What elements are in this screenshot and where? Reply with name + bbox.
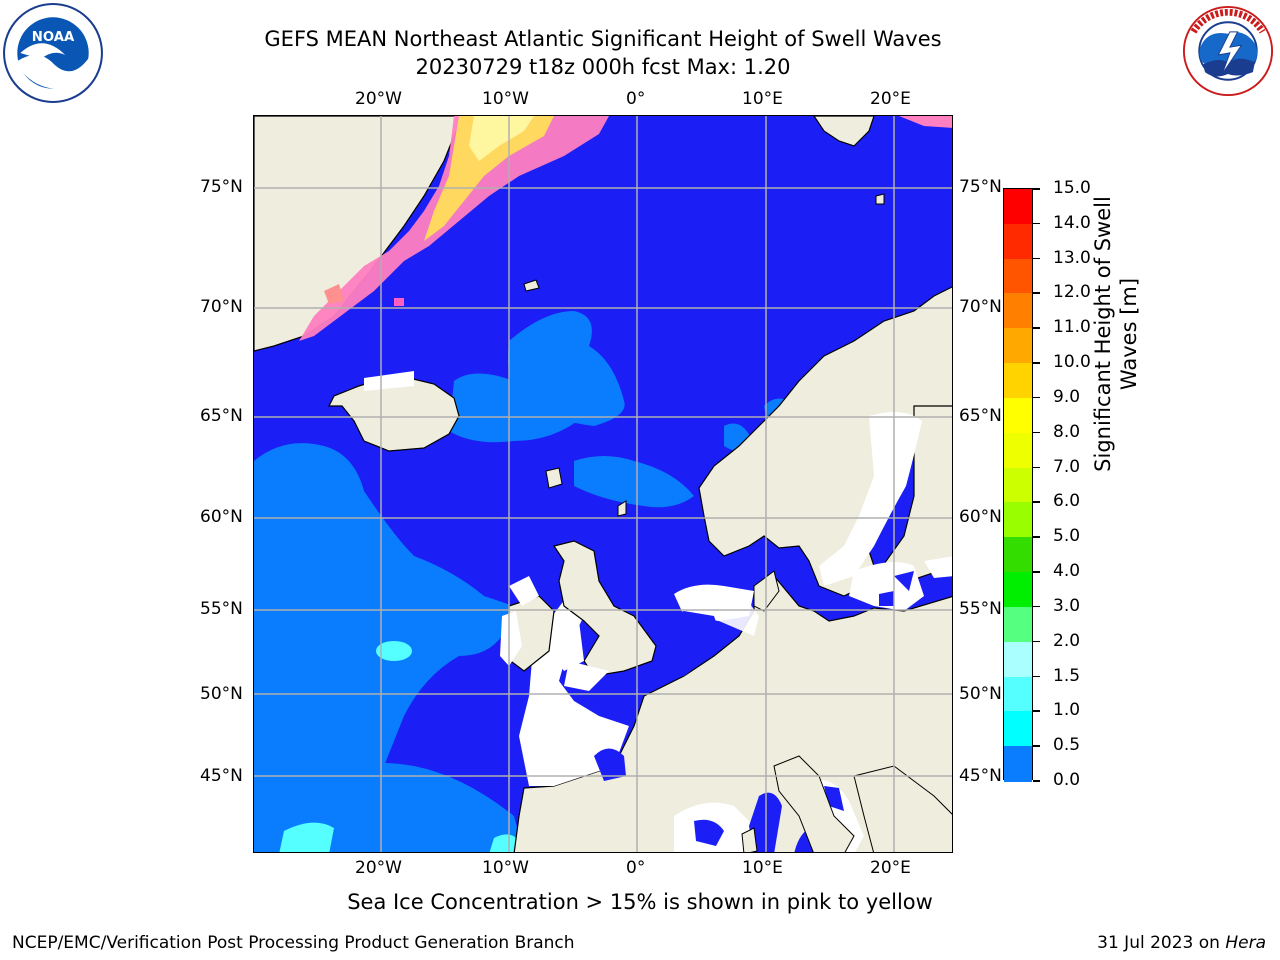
chart-title: GEFS MEAN Northeast Atlantic Significant… [264, 27, 942, 51]
colorbar-tick-mark [1033, 257, 1040, 260]
colorbar-segment [1004, 223, 1032, 260]
colorbar-segment [1004, 641, 1032, 678]
colorbar-tick-mark [1033, 780, 1040, 782]
lat-tick-left: 45°N [200, 766, 243, 786]
colorbar-tick-mark [1033, 396, 1040, 399]
lat-tick-right: 55°N [959, 599, 1002, 619]
colorbar-tick-label: 2.0 [1053, 630, 1081, 651]
colorbar-tick-label: 6.0 [1053, 491, 1081, 512]
colorbar-segment [1004, 328, 1032, 364]
svg-text:NOAA: NOAA [32, 30, 75, 45]
lon-tick-top: 10°W [482, 89, 529, 109]
colorbar-segment [1004, 397, 1032, 434]
lat-tick-right: 65°N [959, 406, 1002, 426]
lat-tick-left: 70°N [200, 297, 243, 317]
colorbar-segment [1004, 363, 1032, 399]
footer-credit: NCEP/EMC/Verification Post Processing Pr… [12, 933, 575, 953]
nws-logo [1182, 5, 1274, 97]
colorbar-tick-mark [1033, 292, 1040, 294]
chart-subtitle: 20230729 t18z 000h fcst Max: 1.20 [415, 55, 791, 79]
lon-tick-bottom: 20°E [870, 858, 911, 878]
swell-height-map [253, 115, 953, 853]
colorbar-tick-mark [1033, 571, 1040, 573]
colorbar-tick-mark [1033, 466, 1040, 469]
map-canvas [254, 116, 952, 852]
lat-tick-right: 60°N [959, 507, 1002, 527]
colorbar-segment [1004, 711, 1032, 747]
colorbar-tick-label: 7.0 [1053, 456, 1081, 477]
noaa-logo: NOAA [3, 3, 103, 103]
colorbar-tick-label: 11.0 [1053, 317, 1091, 338]
colorbar-tick-mark [1033, 640, 1040, 643]
lat-tick-right: 45°N [959, 766, 1002, 786]
colorbar-segment [1004, 467, 1032, 503]
svalbard-land [813, 116, 875, 147]
colorbar-tick-label: 10.0 [1053, 352, 1091, 373]
lat-tick-left: 65°N [200, 406, 243, 426]
colorbar-tick-label: 12.0 [1053, 282, 1091, 303]
colorbar-segment [1004, 293, 1032, 329]
lon-tick-top: 0° [626, 89, 646, 109]
iceland [328, 371, 460, 452]
colorbar-tick-mark [1033, 605, 1040, 608]
swell-1.0-1.5-regions [279, 641, 522, 852]
footer-date: 31 Jul 2023 on Hera [1097, 933, 1266, 953]
lon-tick-top: 10°E [742, 89, 783, 109]
lat-tick-left: 55°N [200, 599, 243, 619]
lat-tick-right: 75°N [959, 177, 1002, 197]
lon-tick-top: 20°W [355, 89, 402, 109]
colorbar-tick-label: 14.0 [1053, 212, 1091, 233]
colorbar-tick-mark [1033, 675, 1040, 678]
lon-tick-bottom: 10°W [482, 858, 529, 878]
map-gridlines [254, 116, 952, 852]
lat-tick-left: 50°N [200, 684, 243, 704]
colorbar-tick-mark [1033, 327, 1040, 329]
colorbar-tick-mark [1033, 501, 1040, 503]
colorbar-tick-mark [1033, 362, 1040, 364]
lon-tick-bottom: 0° [626, 858, 646, 878]
colorbar-segment [1004, 502, 1032, 538]
colorbar [1003, 188, 1033, 782]
colorbar-segment [1004, 572, 1032, 608]
colorbar-tick-label: 0.0 [1053, 770, 1081, 790]
colorbar-tick-mark [1033, 222, 1040, 225]
colorbar-tick-label: 0.5 [1053, 735, 1081, 756]
colorbar-tick-label: 13.0 [1053, 247, 1091, 268]
footer-date-text: 31 Jul 2023 on [1097, 933, 1226, 953]
colorbar-tick-label: 5.0 [1053, 526, 1081, 547]
lat-tick-right: 70°N [959, 297, 1002, 317]
colorbar-tick-mark [1033, 188, 1040, 190]
colorbar-segment [1004, 432, 1032, 469]
sea-ice [299, 116, 609, 341]
lon-tick-top: 20°E [870, 89, 911, 109]
colorbar-segment [1004, 606, 1032, 643]
colorbar-tick-label: 1.0 [1053, 700, 1081, 721]
colorbar-label: Significant Height of Swell Waves [m] [1091, 196, 1141, 472]
lat-tick-left: 60°N [200, 507, 243, 527]
lon-tick-bottom: 10°E [742, 858, 783, 878]
colorbar-segment [1004, 258, 1032, 295]
colorbar-segment [1004, 537, 1032, 573]
colorbar-segment [1004, 746, 1032, 782]
colorbar-tick-label: 1.5 [1053, 665, 1081, 686]
british-isles [500, 540, 657, 691]
lon-tick-bottom: 20°W [355, 858, 402, 878]
colorbar-tick-mark [1033, 710, 1040, 712]
colorbar-tick-label: 15.0 [1053, 178, 1091, 198]
colorbar-segment [1004, 189, 1032, 225]
colorbar-tick-label: 9.0 [1053, 386, 1081, 407]
lat-tick-left: 75°N [200, 177, 243, 197]
colorbar-tick-label: 3.0 [1053, 595, 1081, 616]
colorbar-tick-mark [1033, 745, 1040, 747]
colorbar-tick-label: 8.0 [1053, 421, 1081, 442]
colorbar-segment [1004, 676, 1032, 712]
sea-ice-caption: Sea Ice Concentration > 15% is shown in … [347, 890, 933, 914]
lat-tick-right: 50°N [959, 684, 1002, 704]
colorbar-tick-mark [1033, 536, 1040, 538]
colorbar-tick-mark [1033, 431, 1040, 434]
colorbar-tick-label: 4.0 [1053, 561, 1081, 582]
footer-machine: Hera [1225, 933, 1266, 953]
